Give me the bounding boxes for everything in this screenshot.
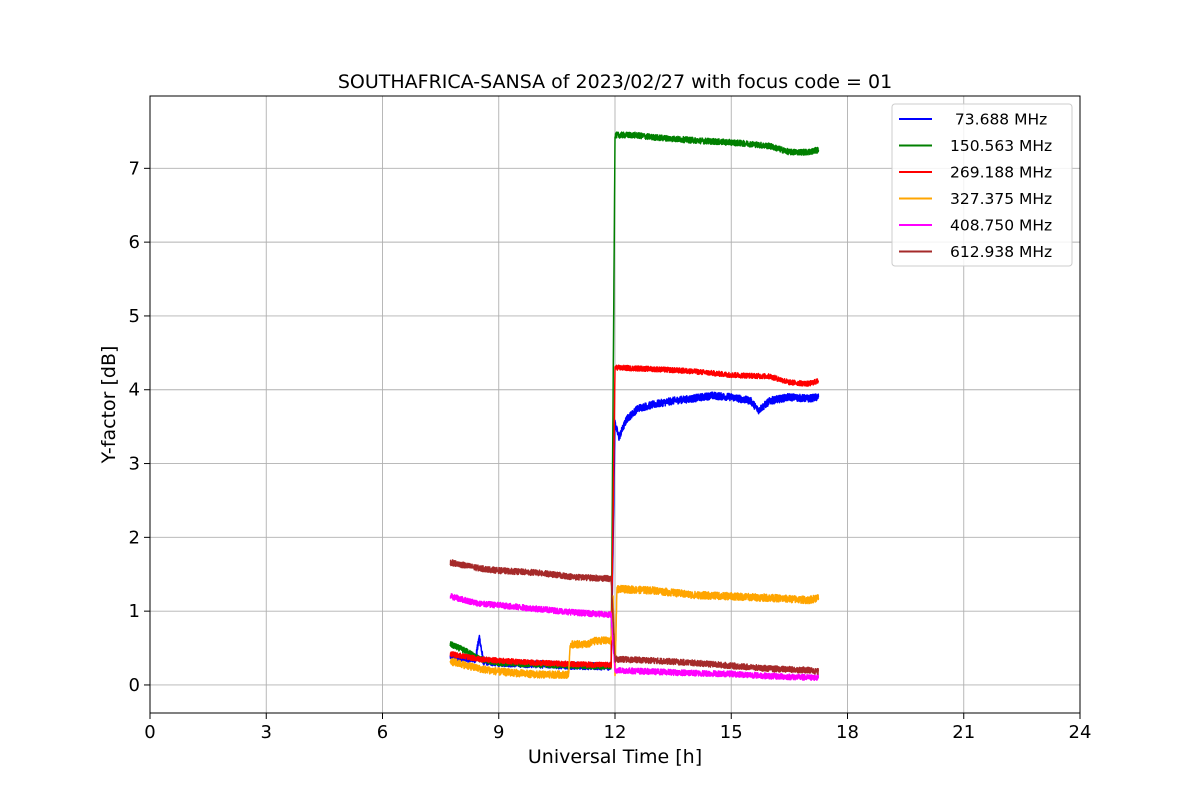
x-tick-label: 3	[261, 722, 272, 743]
series-line	[449, 584, 820, 680]
y-tick-label: 7	[129, 158, 140, 179]
x-tick-label: 9	[493, 722, 504, 743]
x-tick-label: 24	[1069, 722, 1092, 743]
y-tick-label: 4	[129, 380, 140, 401]
x-tick-label: 15	[720, 722, 743, 743]
legend-label: 269.188 MHz	[950, 164, 1052, 182]
series-line	[449, 559, 820, 676]
x-tick-label: 0	[144, 722, 155, 743]
y-tick-label: 0	[129, 675, 140, 696]
series-layer	[449, 131, 820, 682]
y-tick-label: 5	[129, 306, 140, 327]
x-tick-label: 21	[952, 722, 975, 743]
x-tick-label: 18	[836, 722, 859, 743]
legend-label: 612.938 MHz	[950, 243, 1052, 261]
series-line	[449, 364, 820, 669]
y-tick-label: 3	[129, 454, 140, 475]
legend-label: 408.750 MHz	[950, 217, 1052, 235]
x-tick-label: 6	[377, 722, 388, 743]
legend-label: 150.563 MHz	[950, 137, 1052, 155]
legend-label: 73.688 MHz	[950, 111, 1047, 129]
series-line	[449, 593, 820, 682]
y-tick-label: 1	[129, 601, 140, 622]
legend-box	[891, 103, 1073, 267]
legend-label: 327.375 MHz	[950, 190, 1052, 208]
x-tick-label: 12	[604, 722, 627, 743]
legend: 73.688 MHz 150.563 MHz 269.188 MHz 327.375 …	[891, 103, 1073, 267]
x-axis-label: Universal Time [h]	[528, 746, 702, 768]
y-tick-label: 6	[129, 232, 140, 253]
chart-title: SOUTHAFRICA-SANSA of 2023/02/27 with foc…	[338, 71, 892, 93]
y-tick-label: 2	[129, 527, 140, 548]
y-axis-label: Y-factor [dB]	[98, 346, 120, 465]
